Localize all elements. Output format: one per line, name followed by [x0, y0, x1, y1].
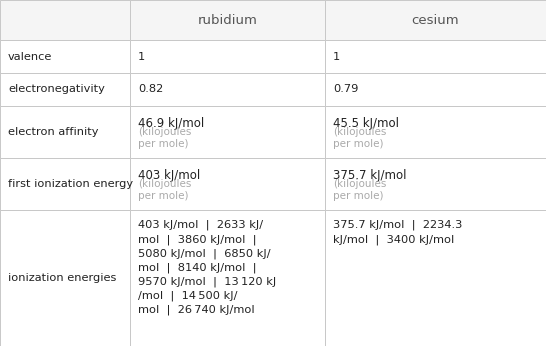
Text: electronegativity: electronegativity — [8, 84, 105, 94]
Bar — [325, 40, 546, 73]
Text: rubidium: rubidium — [198, 13, 257, 27]
Text: electron affinity: electron affinity — [8, 127, 98, 137]
Bar — [130, 0, 325, 40]
Bar — [0, 158, 130, 210]
Text: 0.82: 0.82 — [138, 84, 163, 94]
Text: 403 kJ/mol: 403 kJ/mol — [138, 169, 200, 182]
Bar — [130, 73, 325, 106]
Text: 1: 1 — [138, 52, 145, 62]
Bar — [325, 73, 546, 106]
Bar — [0, 0, 130, 40]
Bar — [130, 106, 325, 158]
Text: valence: valence — [8, 52, 52, 62]
Text: 46.9 kJ/mol: 46.9 kJ/mol — [138, 117, 204, 130]
Text: 375.7 kJ/mol  |  2234.3
kJ/mol  |  3400 kJ/mol: 375.7 kJ/mol | 2234.3 kJ/mol | 3400 kJ/m… — [333, 220, 462, 245]
Text: (kilojoules
per mole): (kilojoules per mole) — [333, 127, 387, 149]
Bar — [0, 73, 130, 106]
Text: (kilojoules
per mole): (kilojoules per mole) — [138, 127, 192, 149]
Bar — [130, 40, 325, 73]
Text: 375.7 kJ/mol: 375.7 kJ/mol — [333, 169, 407, 182]
Bar — [325, 210, 546, 346]
Bar — [325, 106, 546, 158]
Text: 0.79: 0.79 — [333, 84, 358, 94]
Text: (kilojoules
per mole): (kilojoules per mole) — [333, 179, 387, 201]
Text: 45.5 kJ/mol: 45.5 kJ/mol — [333, 117, 399, 130]
Text: 403 kJ/mol  |  2633 kJ/
mol  |  3860 kJ/mol  |
5080 kJ/mol  |  6850 kJ/
mol  |  : 403 kJ/mol | 2633 kJ/ mol | 3860 kJ/mol … — [138, 220, 276, 315]
Bar — [0, 106, 130, 158]
Bar — [130, 210, 325, 346]
Text: 1: 1 — [333, 52, 340, 62]
Text: ionization energies: ionization energies — [8, 273, 116, 283]
Text: cesium: cesium — [412, 13, 459, 27]
Bar — [325, 0, 546, 40]
Bar — [130, 158, 325, 210]
Bar — [325, 158, 546, 210]
Bar — [0, 40, 130, 73]
Bar — [0, 210, 130, 346]
Text: (kilojoules
per mole): (kilojoules per mole) — [138, 179, 192, 201]
Text: first ionization energy: first ionization energy — [8, 179, 133, 189]
